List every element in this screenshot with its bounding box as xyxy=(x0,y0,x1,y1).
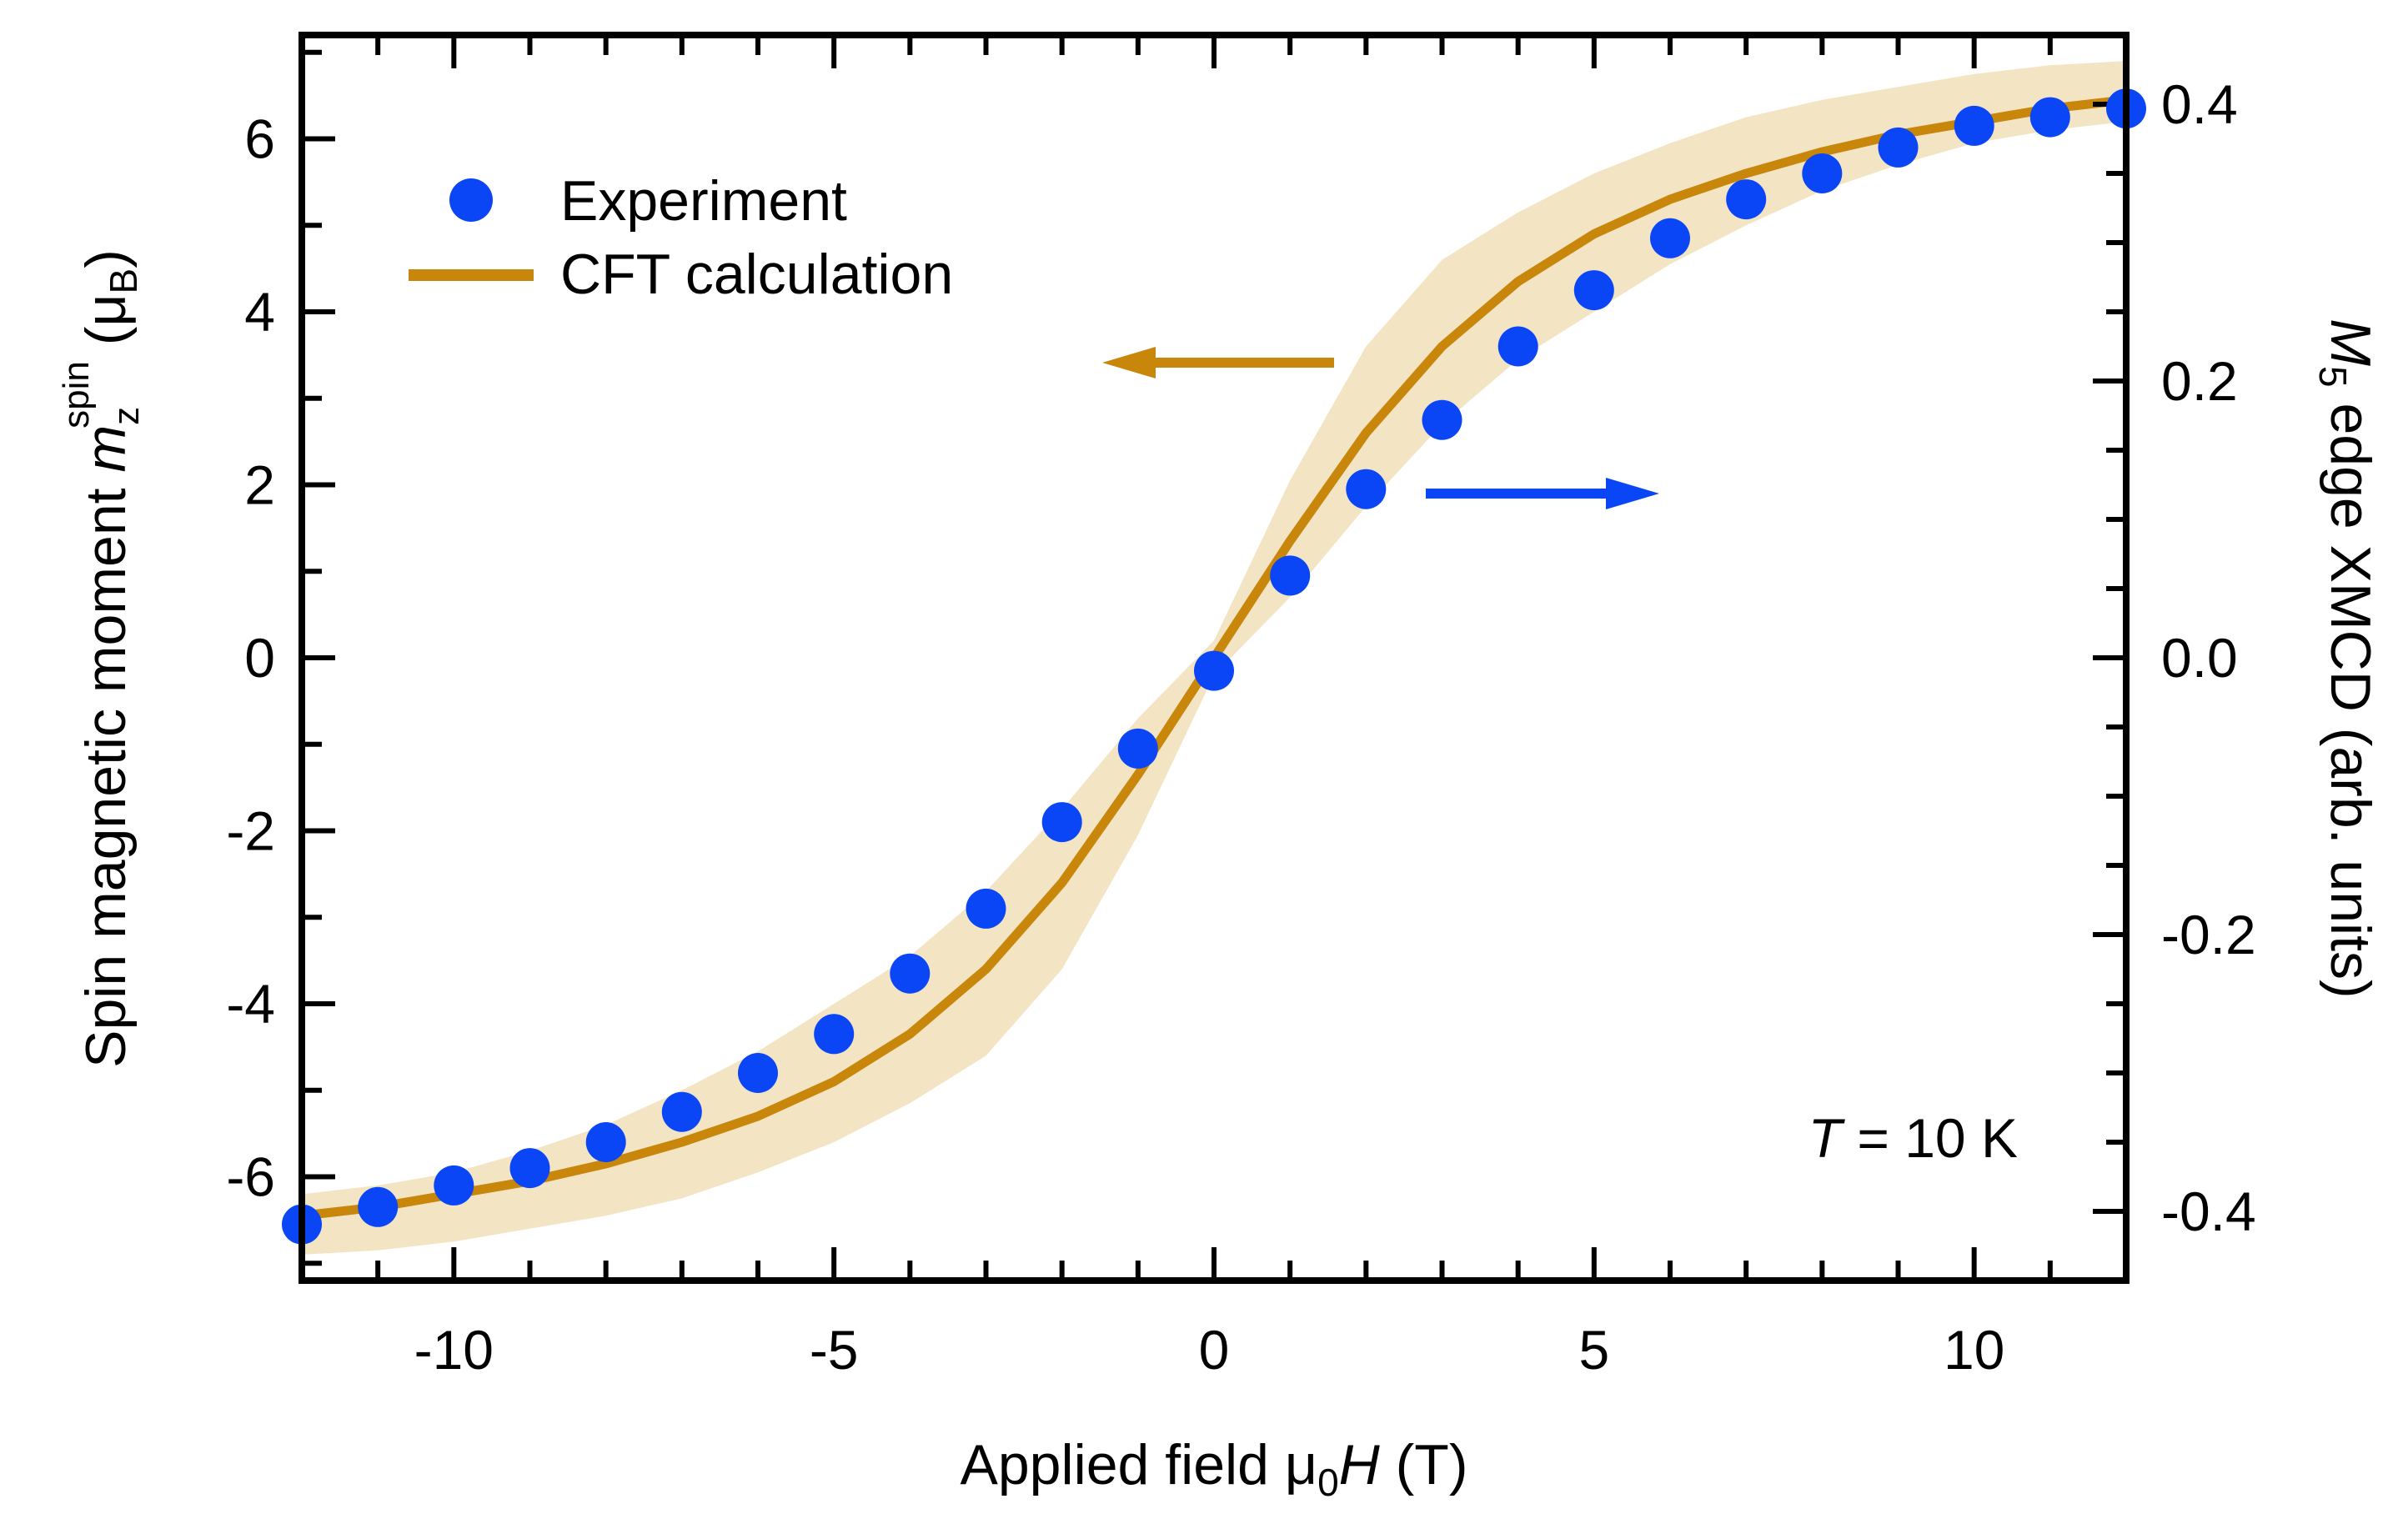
x-tick-label: -5 xyxy=(810,1319,859,1381)
legend-experiment-marker xyxy=(449,178,493,222)
y-left-tick-label: -6 xyxy=(226,1146,275,1208)
experiment-point xyxy=(1422,399,1462,440)
x-tick-label: 0 xyxy=(1199,1319,1230,1381)
y-left-tick-labels: -6 -4 -2 0 2 4 6 xyxy=(226,108,275,1208)
experiment-point xyxy=(585,1122,626,1162)
y-right-axis-title: M5 edge XMCD (arb. units) xyxy=(2311,318,2382,998)
plot-frame xyxy=(298,32,2130,1284)
experiment-point xyxy=(1194,650,1234,691)
y-left-tick-label: 2 xyxy=(244,454,275,516)
y-left-tick-label: -2 xyxy=(226,800,275,862)
experiment-point xyxy=(1117,728,1158,769)
experiment-point xyxy=(1726,179,1767,220)
x-axis-title: Applied field μ0H (T) xyxy=(961,1433,1468,1504)
y-left-tick-label: 6 xyxy=(244,108,275,170)
y-right-tick-labels: -0.4 -0.2 0.0 0.2 0.4 xyxy=(2161,73,2256,1242)
experiment-point xyxy=(738,1053,778,1093)
y-right-tick-label: -0.2 xyxy=(2161,904,2256,965)
legend-experiment-label: Experiment xyxy=(560,169,847,233)
x-tick-labels: -10 -5 0 5 10 xyxy=(414,1319,2005,1381)
y-left-tick-label: 4 xyxy=(244,281,275,343)
y-left-tick-label: -4 xyxy=(226,973,275,1035)
right-axis-arrow xyxy=(1426,478,1659,509)
experiment-point xyxy=(1346,469,1387,509)
experiment-point xyxy=(1954,105,1994,146)
experiment-points-layer xyxy=(282,88,2146,1245)
x-tick-label: -10 xyxy=(414,1319,494,1381)
experiment-point xyxy=(1573,270,1614,311)
y-left-tick-label: 0 xyxy=(244,627,275,689)
left-axis-arrow xyxy=(1102,347,1334,378)
experiment-point xyxy=(509,1148,550,1189)
x-tick-label: 10 xyxy=(1944,1319,2004,1381)
x-tick-label: 5 xyxy=(1578,1319,1609,1381)
legend: Experiment CFT calculation xyxy=(409,169,953,306)
experiment-point xyxy=(434,1165,474,1206)
experiment-point xyxy=(661,1091,702,1132)
y-left-axis-title: Spin magnetic moment mzspin (μB) xyxy=(56,249,147,1068)
y-right-tick-label: 0.2 xyxy=(2161,350,2238,412)
experiment-point xyxy=(1041,802,1082,843)
experiment-point xyxy=(1270,555,1311,596)
experiment-point xyxy=(890,953,931,994)
experiment-point xyxy=(814,1014,855,1055)
temperature-annotation: T = 10 K xyxy=(1809,1107,2018,1169)
experiment-point xyxy=(1878,127,1919,168)
y-right-tick-label: 0.4 xyxy=(2161,73,2238,135)
experiment-point xyxy=(1802,153,1843,193)
experiment-point xyxy=(966,888,1006,929)
y-right-tick-label: 0.0 xyxy=(2161,627,2238,689)
legend-calculation-label: CFT calculation xyxy=(560,243,953,306)
experiment-point xyxy=(358,1186,399,1227)
y-right-tick-label: -0.4 xyxy=(2161,1181,2256,1242)
experiment-point xyxy=(1650,218,1690,258)
experiment-point xyxy=(1497,326,1538,367)
experiment-point xyxy=(2029,97,2070,138)
